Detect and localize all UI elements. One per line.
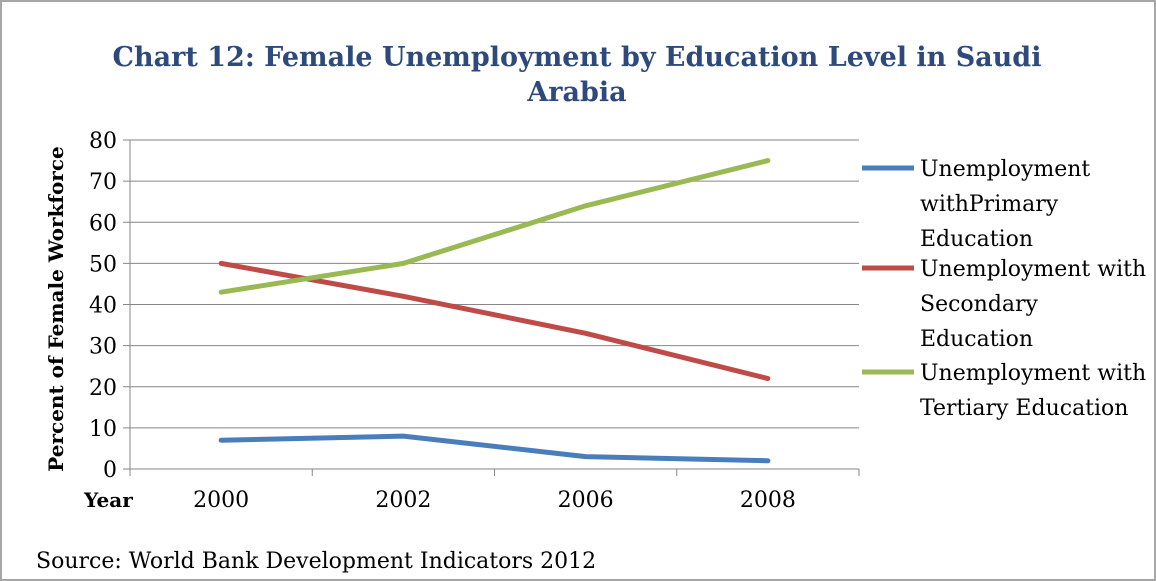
y-tick-label: 0: [103, 458, 117, 483]
legend-label: Secondary: [920, 292, 1039, 317]
chart-title-line-2: Arabia: [526, 77, 626, 108]
source-note: Source: World Bank Development Indicator…: [36, 549, 596, 574]
chart-title-line-1: Chart 12: Female Unemployment by Educati…: [113, 42, 1042, 73]
y-tick-label: 20: [89, 376, 117, 401]
y-tick-label: 30: [89, 335, 117, 360]
series-line-1: [218, 433, 771, 464]
chart-title: Chart 12: Female Unemployment by Educati…: [113, 42, 1042, 108]
legend-item-2: Unemployment with Secondary Education: [862, 257, 1146, 352]
x-tick-label: 2006: [558, 488, 614, 513]
y-tick-label: 70: [89, 170, 117, 195]
x-tick-label: 2000: [193, 488, 249, 513]
y-tick-label: 60: [89, 211, 117, 236]
gridlines: [130, 139, 859, 429]
legend-label: Unemployment with: [920, 361, 1146, 386]
legend: UnemploymentwithPrimaryEducationUnemploy…: [862, 157, 1146, 421]
y-axis-title: Percent of Female Workforce: [44, 146, 68, 472]
legend-item-3: Unemployment with Tertiary Education: [862, 361, 1146, 421]
series-lines: [218, 158, 771, 464]
x-tick-label: 2002: [375, 488, 431, 513]
y-tick-label: 80: [89, 129, 117, 154]
x-tick-label: 2008: [740, 488, 796, 513]
x-tick-labels: 2000 2002 2006 2008: [193, 488, 796, 513]
axes: [123, 139, 860, 476]
y-tick-label: 40: [89, 294, 117, 319]
y-tick-labels: 0 10 20 30 40 50 60 70 80: [89, 129, 117, 483]
legend-label: withPrimary: [920, 192, 1059, 217]
series-line-3: [218, 158, 771, 295]
y-tick-label: 10: [89, 417, 117, 442]
legend-label: Education: [920, 327, 1033, 352]
legend-item-1: Unemployment withPrimary Education: [862, 157, 1090, 252]
legend-label: Tertiary Education: [920, 396, 1128, 421]
y-tick-label: 50: [89, 252, 117, 277]
legend-label: Unemployment with: [920, 257, 1146, 282]
legend-label: Unemployment: [920, 157, 1090, 182]
legend-label: Education: [920, 227, 1033, 252]
x-axis-title: Year: [83, 488, 133, 512]
